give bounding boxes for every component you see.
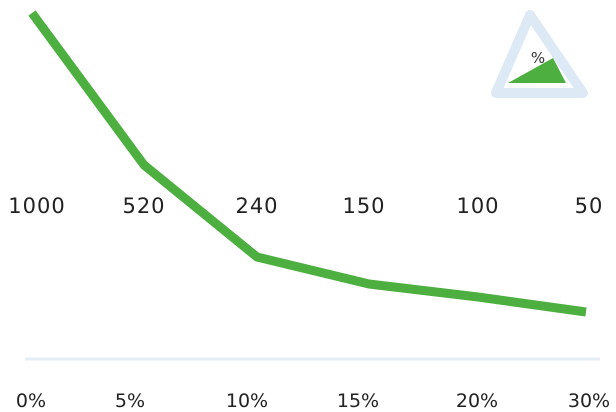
data-value-label: 100	[456, 194, 499, 218]
value-labels: 1000 520 240 150 100 50	[8, 194, 604, 218]
data-value-label: 240	[235, 194, 278, 218]
series-line	[28, 10, 587, 317]
x-tick-label: 15%	[337, 390, 379, 412]
data-value-label: 1000	[8, 194, 65, 218]
x-tick-label: 30%	[568, 390, 610, 412]
x-tick-label: 20%	[456, 390, 498, 412]
data-value-label: 520	[122, 194, 165, 218]
x-axis-tick-labels: 0% 5% 10% 15% 20% 30%	[16, 390, 610, 412]
data-value-label: 50	[575, 194, 604, 218]
x-tick-label: 5%	[115, 390, 145, 412]
percent-symbol: %	[531, 49, 545, 67]
percent-slope-icon: %	[491, 10, 588, 98]
x-tick-label: 0%	[16, 390, 46, 412]
series-layer	[28, 10, 587, 317]
x-tick-label: 10%	[226, 390, 268, 412]
data-value-label: 150	[342, 194, 385, 218]
